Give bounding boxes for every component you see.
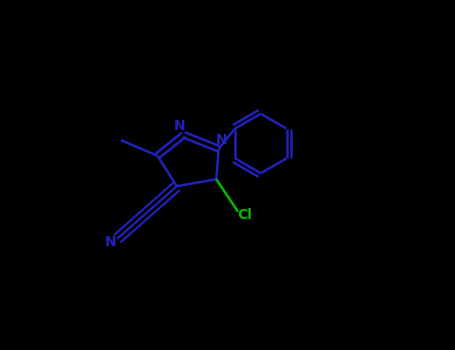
Text: N: N xyxy=(174,119,185,133)
Text: Cl: Cl xyxy=(237,208,252,222)
Text: N: N xyxy=(216,133,228,147)
Text: N: N xyxy=(105,235,117,249)
